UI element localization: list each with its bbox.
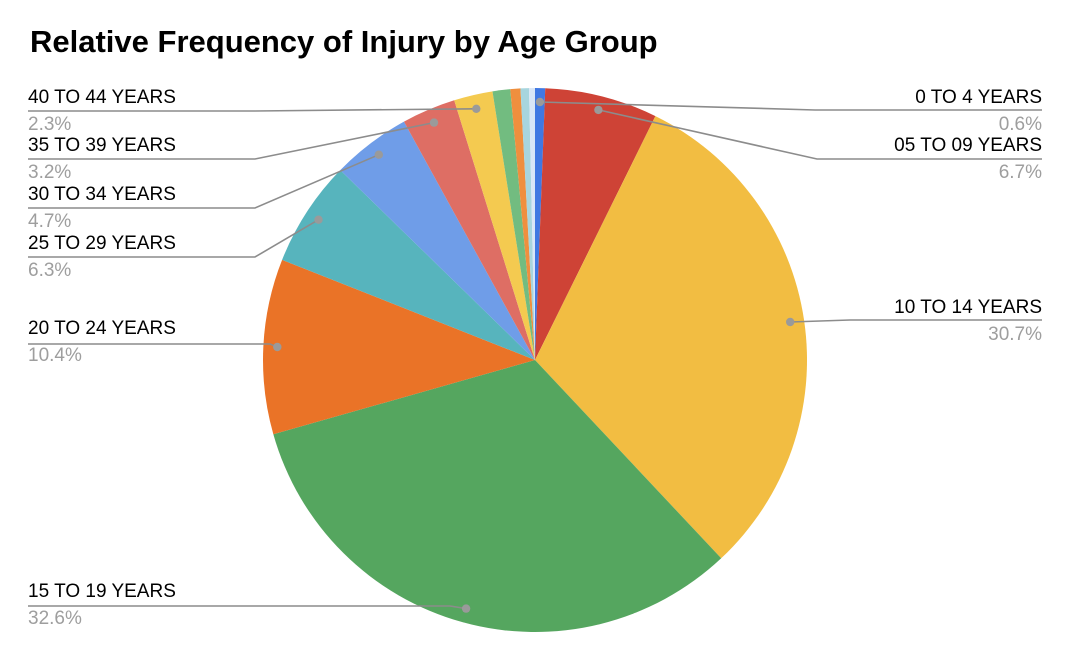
leader-line (28, 153, 380, 209)
slice-percent: 2.3% (28, 114, 72, 135)
pie-slice-10-to-14-years[interactable] (535, 116, 808, 559)
leader-line (539, 101, 1042, 111)
slice-label: 0 TO 4 YEARS (915, 87, 1042, 108)
slice-percent: 6.3% (28, 260, 72, 281)
pie-slice-15-to-19-years[interactable] (273, 360, 722, 633)
callout-20-to-24-years: 20 TO 24 YEARS 10.4% (28, 318, 176, 366)
callout-35-to-39-years: 35 TO 39 YEARS 3.2% (28, 135, 176, 183)
slice-label: 30 TO 34 YEARS (28, 184, 176, 205)
slice-label: 15 TO 19 YEARS (28, 581, 176, 602)
chart-title: Relative Frequency of Injury by Age Grou… (30, 24, 658, 59)
callout-25-to-29-years: 25 TO 29 YEARS 6.3% (28, 233, 176, 281)
slice-percent: 3.2% (28, 162, 72, 183)
leader-dot (594, 105, 603, 115)
leader-dot (535, 97, 545, 107)
slice-percent: 6.7% (998, 162, 1042, 183)
pie-slice-unlabeled-12[interactable] (529, 88, 535, 360)
pie-slice-unlabeled-11[interactable] (520, 88, 535, 360)
pie-slice-unlabeled-9[interactable] (492, 89, 535, 360)
slice-percent: 0.6% (998, 114, 1042, 135)
leader-line (28, 108, 477, 112)
leader-line (598, 109, 1042, 160)
leader-dot (429, 118, 439, 127)
callout-40-to-44-years: 40 TO 44 YEARS 2.3% (28, 87, 176, 135)
slice-label: 40 TO 44 YEARS (28, 87, 176, 108)
slice-percent: 30.7% (988, 324, 1042, 345)
callout-0-to-4-years: 0 TO 4 YEARS 0.6% (915, 87, 1042, 135)
leader-dot (273, 342, 282, 352)
slice-label: 10 TO 14 YEARS (894, 297, 1042, 318)
pie-slice-40-to-44-years[interactable] (454, 91, 535, 360)
callout-30-to-34-years: 30 TO 34 YEARS 4.7% (28, 184, 176, 232)
callout-15-to-19-years: 15 TO 19 YEARS 32.6% (28, 581, 176, 629)
leader-dot (314, 215, 323, 224)
leader-line (790, 319, 1042, 323)
leader-line (28, 219, 319, 258)
leader-dot (786, 317, 795, 327)
callout-10-to-14-years: 10 TO 14 YEARS 30.7% (894, 297, 1042, 345)
slice-percent: 10.4% (28, 345, 82, 366)
slice-label: 25 TO 29 YEARS (28, 233, 176, 254)
pie-slice-unlabeled-10[interactable] (510, 88, 535, 360)
leader-line (28, 121, 435, 160)
slice-percent: 4.7% (28, 211, 72, 232)
slice-label: 05 TO 09 YEARS (894, 135, 1042, 156)
pie-slice-35-to-39-years[interactable] (403, 100, 535, 360)
leader-dot (374, 150, 383, 159)
slice-percent: 32.6% (28, 608, 82, 629)
pie-slice-30-to-34-years[interactable] (340, 121, 535, 360)
slice-label: 20 TO 24 YEARS (28, 318, 176, 339)
pie-slice-25-to-29-years[interactable] (282, 170, 535, 360)
leader-dot (472, 104, 481, 114)
pie-slice-05-to-09-years[interactable] (535, 88, 656, 360)
leader-dot (461, 604, 471, 613)
pie-slice-0-to-4-years[interactable] (535, 87, 546, 360)
leader-line (28, 605, 467, 610)
slice-label: 35 TO 39 YEARS (28, 135, 176, 156)
pie-slice-20-to-24-years[interactable] (263, 259, 535, 435)
callout-05-to-09-years: 05 TO 09 YEARS 6.7% (894, 135, 1042, 183)
